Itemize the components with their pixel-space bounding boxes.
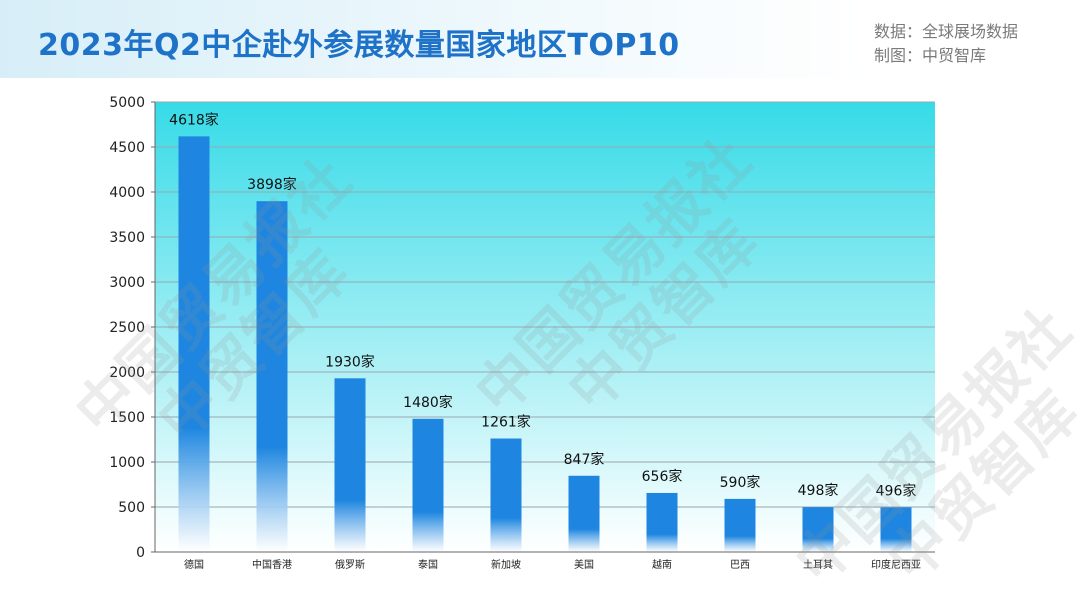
data-label: 498家 [798, 482, 839, 499]
data-label: 1930家 [325, 353, 375, 370]
x-tick-label: 土耳其 [803, 558, 833, 571]
data-label: 3898家 [247, 176, 297, 193]
y-tick-label: 500 [118, 500, 145, 516]
data-label: 1261家 [481, 414, 531, 431]
y-tick-label: 0 [136, 545, 145, 561]
x-tick-label: 俄罗斯 [335, 558, 365, 571]
y-tick-label: 5000 [109, 95, 145, 111]
x-tick-label: 新加坡 [491, 558, 521, 571]
bar [724, 498, 756, 552]
bar [880, 507, 912, 552]
y-tick-label: 4000 [109, 185, 145, 201]
data-label: 4618家 [169, 111, 219, 128]
bars [178, 136, 912, 552]
y-tick-label: 2000 [109, 365, 145, 381]
data-label: 590家 [720, 474, 761, 491]
x-tick-label: 美国 [574, 558, 594, 571]
source-chart-line: 制图：中贸智库 [874, 46, 987, 65]
data-labels: 4618家 3898家 1930家 1480家 1261家 847家 656家 590家 498… [169, 111, 916, 499]
data-label: 847家 [564, 451, 605, 468]
data-label: 656家 [642, 468, 683, 485]
bar [256, 201, 288, 552]
bar [412, 418, 444, 552]
bar [334, 378, 366, 552]
axes: 0 500 1000 1500 2000 2500 3000 3500 4000 4500 5000… [109, 95, 935, 571]
x-tick-label: 越南 [652, 558, 672, 571]
y-tick-label: 4500 [109, 140, 145, 156]
bar [568, 475, 600, 552]
x-tick-label: 印度尼西亚 [871, 558, 921, 571]
bar [646, 492, 678, 552]
source-data-line: 数据：全球展场数据 [874, 22, 1019, 41]
x-tick-label: 巴西 [730, 559, 750, 571]
y-tick-label: 3500 [109, 230, 145, 246]
y-tick-label: 3000 [109, 275, 145, 291]
data-label: 1480家 [403, 394, 453, 411]
bar [802, 507, 834, 552]
bar [178, 136, 210, 552]
source-note: 数据：全球展场数据 制图：中贸智库 [874, 20, 1018, 68]
data-label: 496家 [876, 482, 917, 499]
page-title: 2023年Q2中企赴外参展数量国家地区TOP10 [38, 28, 680, 63]
x-tick-label: 德国 [184, 558, 204, 571]
y-tick-label: 2500 [109, 320, 145, 336]
x-tick-label: 泰国 [418, 558, 438, 571]
y-tick-label: 1000 [109, 455, 145, 471]
bar [490, 438, 522, 552]
y-tick-label: 1500 [109, 410, 145, 426]
title-band [0, 0, 1080, 78]
x-tick-label: 中国香港 [252, 558, 292, 571]
